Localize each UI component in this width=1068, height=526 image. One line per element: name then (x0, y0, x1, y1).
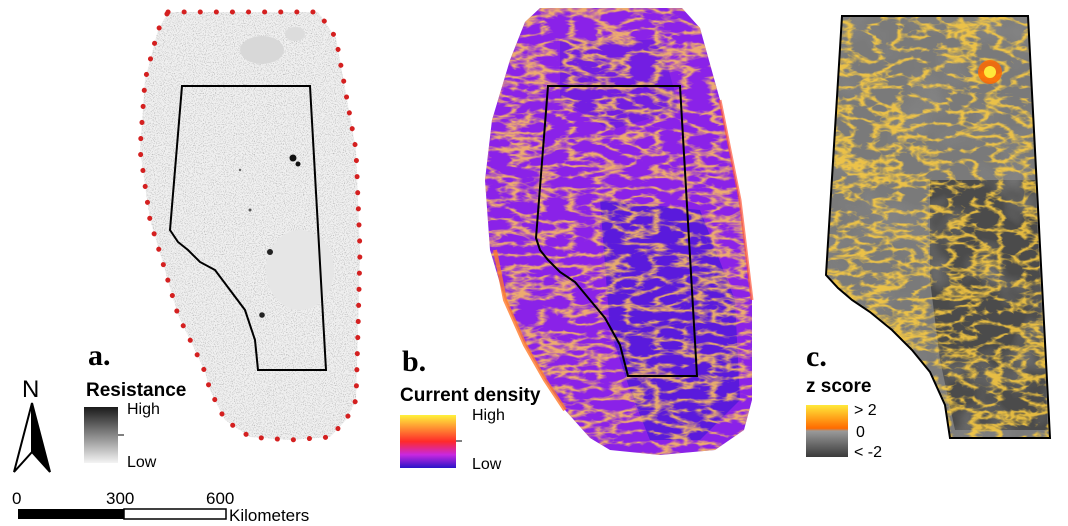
resistance-high-label: High (127, 401, 160, 418)
z-score-legend-title: z score (806, 376, 872, 397)
current-density-high-label: High (472, 407, 505, 424)
panel-a-label: a. (88, 339, 111, 372)
panel-b-label: b. (402, 345, 427, 378)
scale-tick-0: 0 (12, 489, 22, 508)
resistance-legend-title: Resistance (86, 380, 187, 401)
panel-c-label: c. (806, 340, 827, 373)
panel-a-map (137, 9, 363, 443)
scale-bar-graphic (18, 508, 227, 520)
current-density-low-label: Low (472, 456, 502, 473)
scale-tick-300: 300 (106, 489, 135, 508)
z-score-mid-label: 0 (856, 424, 865, 441)
resistance-legend-ramp (84, 407, 118, 463)
z-score-high-label: > 2 (854, 402, 877, 419)
scale-unit-label: Kilometers (229, 506, 310, 525)
north-label: N (22, 376, 40, 403)
current-density-legend-ramp (400, 415, 456, 468)
panel-c-map (824, 15, 1052, 439)
z-score-low-label: < -2 (854, 444, 883, 461)
panel-b-map (485, 8, 754, 455)
scale-tick-600: 600 (206, 489, 235, 508)
z-score-legend-ramp (806, 405, 848, 457)
resistance-low-label: Low (127, 454, 157, 471)
north-arrow-icon (13, 402, 51, 473)
buffer-boundary (137, 9, 363, 443)
current-density-legend-title: Current density (400, 385, 541, 406)
